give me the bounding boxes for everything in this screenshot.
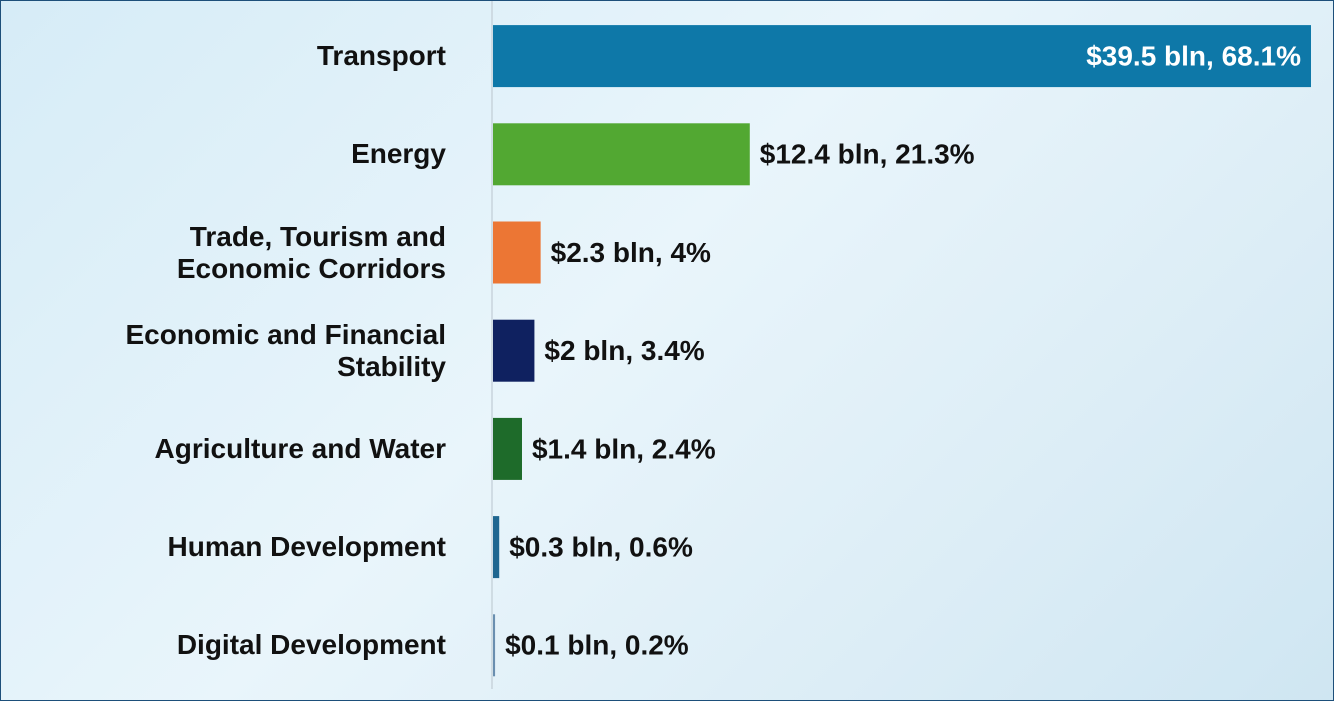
value-label: $0.3 bln, 0.6% <box>509 531 693 562</box>
category-label: Economic and Financial Stability <box>125 318 446 382</box>
category-label: Trade, Tourism and Economic Corridors <box>176 220 446 284</box>
bar <box>493 516 500 579</box>
bar <box>493 319 535 382</box>
bar <box>493 25 1311 88</box>
value-label: $2.3 bln, 4% <box>551 237 711 268</box>
value-label: $12.4 bln, 21.3% <box>760 139 975 170</box>
category-label: Digital Development <box>176 629 446 661</box>
bar <box>493 221 541 284</box>
bar <box>493 614 496 677</box>
category-label: Human Development <box>167 531 447 563</box>
value-label: $39.5 bln, 68.1% <box>1086 40 1301 71</box>
bar <box>493 123 750 186</box>
category-label: Energy <box>351 138 446 170</box>
category-label: Transport <box>316 40 446 72</box>
value-label: $0.1 bln, 0.2% <box>505 630 689 661</box>
category-label: Agriculture and Water <box>154 432 446 464</box>
bar <box>493 417 522 480</box>
value-label: $2 bln, 3.4% <box>544 335 704 366</box>
value-label: $1.4 bln, 2.4% <box>532 433 716 464</box>
